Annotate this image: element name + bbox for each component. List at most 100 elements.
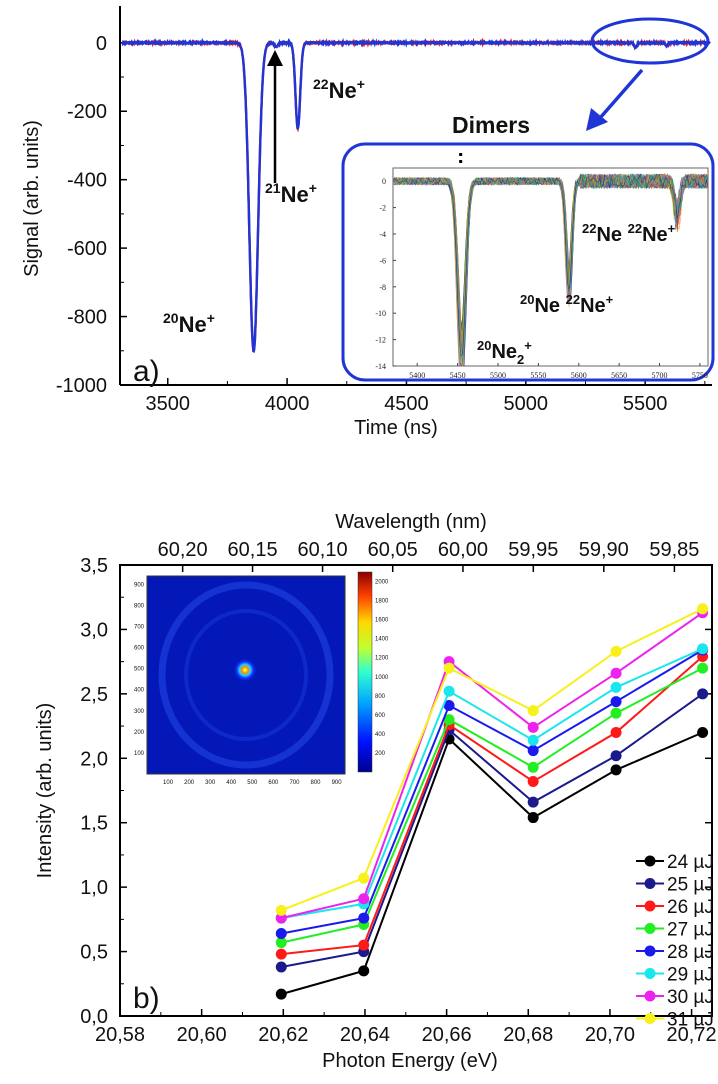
legend-marker-3 (644, 923, 656, 934)
series-point-2 (610, 727, 622, 739)
inset-ytick-label: -12 (375, 336, 386, 345)
panel-a-ytick-label: -1000 (56, 375, 107, 397)
series-point-7 (697, 603, 709, 615)
detector-y-tick-label: 300 (134, 709, 145, 715)
panel-b-ytick-label: 0,0 (80, 1006, 108, 1028)
inset-traces (393, 172, 708, 366)
detector-ring-inner (184, 609, 308, 741)
panel-b-top-tick-label: 60,05 (368, 539, 418, 561)
inset-ytick-label: -14 (375, 362, 386, 371)
series-point-0 (697, 727, 709, 739)
detector-x-tick-label: 200 (184, 780, 195, 786)
panel-b-ytick-label: 1,5 (80, 813, 108, 835)
detector-x-tick-label: 100 (163, 780, 174, 786)
ne21-arrow-head (267, 50, 283, 66)
series-point-3 (527, 761, 539, 773)
series-line-6 (281, 611, 704, 920)
ne20-ion-label: 20Ne+ (163, 310, 215, 337)
colorbar-tick-label: 200 (375, 751, 386, 757)
panel-a-xtick-label: 4000 (265, 393, 310, 415)
panel-b-top-tick-label: 60,00 (438, 539, 488, 561)
panel-b-y-label: Intensity (arb. units) (34, 703, 56, 879)
series-point-7 (275, 904, 287, 916)
panel-a-ytick-label: -600 (67, 238, 107, 260)
detector-y-tick-label: 700 (134, 625, 145, 631)
series-point-1 (697, 688, 709, 700)
inset-ytick-label: -4 (379, 230, 386, 239)
series-point-6 (358, 893, 370, 905)
panel-b-ytick-label: 2,0 (80, 748, 108, 770)
series-point-3 (443, 714, 455, 726)
series-point-7 (358, 872, 370, 884)
inset-ytick-label: -8 (379, 283, 386, 292)
panel-b-label: b) (133, 982, 160, 1015)
series-line-2 (281, 655, 704, 956)
legend-marker-2 (644, 900, 656, 912)
zoom-highlight-ellipse (590, 17, 710, 65)
detector-spot (234, 659, 256, 681)
panel-b-ytick-label: 3,5 (80, 555, 108, 577)
ne22-ion-label: 22Ne+ (313, 76, 365, 103)
dimers-inset-plot-area (392, 167, 709, 367)
detector-x-tick-label: 700 (289, 780, 300, 786)
panel-a-label: a) (133, 355, 160, 388)
legend-label-6: 30 µJ (667, 987, 714, 1008)
legend-marker-0 (644, 855, 656, 867)
series-point-4 (443, 699, 455, 711)
colorbar-tick-label: 400 (375, 732, 386, 738)
series-point-6 (610, 667, 622, 679)
legend-label-0: 24 µJ (667, 852, 714, 873)
series-point-0 (358, 965, 370, 977)
panel-a-xtick-label: 5500 (623, 393, 668, 415)
panel-b-top-tick-label: 60,10 (298, 539, 348, 561)
colorbar-tick-label: 1000 (375, 675, 389, 681)
legend-label-1: 25 µJ (667, 875, 714, 896)
colorbar-tick-label: 600 (375, 713, 386, 719)
legend-marker-6 (644, 990, 656, 1002)
panel-a-ytick-label: -400 (67, 170, 107, 192)
dimers-inset-frame (341, 142, 715, 382)
colorbar (357, 571, 373, 773)
series-point-4 (358, 912, 370, 924)
panel-a-ytick-label: -200 (67, 101, 107, 123)
detector-y-tick-label: 800 (134, 603, 145, 609)
panel-b-ytick-label: 3,0 (80, 619, 108, 641)
detector-x-tick-label: 600 (268, 780, 279, 786)
panel-a-xtick-label: 5000 (504, 393, 549, 415)
ne20-dimer-label: 20Ne2+ (477, 338, 532, 367)
series-point-1 (527, 796, 539, 808)
colorbar-tick-label: 1800 (375, 599, 389, 605)
detector-y-tick-label: 600 (134, 646, 145, 652)
dimers-title: Dimers (452, 112, 530, 138)
series-point-5 (527, 734, 539, 746)
inset-trace (393, 173, 708, 362)
inset-xtick-label: 5600 (571, 371, 587, 380)
panel-b-xtick-label: 20,68 (503, 1024, 553, 1046)
ne22-ne22-dimer-label: 22Ne 22Ne+ (582, 221, 676, 246)
panel-a-y-label: Signal (arb. units) (21, 120, 43, 277)
series-point-3 (275, 937, 287, 949)
series-point-7 (610, 645, 622, 657)
series-line-1 (281, 693, 704, 968)
series-point-2 (275, 948, 287, 960)
series-point-0 (527, 812, 539, 824)
legend-label-2: 26 µJ (667, 897, 714, 918)
inset-xtick-label: 5400 (409, 371, 425, 380)
panel-a-xtick-label: 4500 (384, 393, 429, 415)
colorbar-tick-label: 2000 (375, 580, 389, 586)
legend-marker-5 (644, 968, 656, 979)
legend-label-5: 29 µJ (667, 965, 714, 986)
panel-b-xtick-label: 20,66 (422, 1024, 472, 1046)
panel-b-x-label: Photon Energy (eV) (322, 1050, 498, 1072)
series-point-0 (610, 764, 622, 776)
series-point-5 (610, 681, 622, 693)
panel-b-xtick-label: 20,70 (585, 1024, 635, 1046)
series-point-6 (527, 721, 539, 733)
series-point-5 (443, 685, 455, 697)
inset-ytick-label: -10 (375, 309, 386, 318)
zoom-arrow-head (586, 108, 608, 131)
series-point-1 (275, 961, 287, 973)
zoom-arrow-shaft (598, 68, 644, 120)
panel-b-top-tick-label: 60,15 (228, 539, 278, 561)
